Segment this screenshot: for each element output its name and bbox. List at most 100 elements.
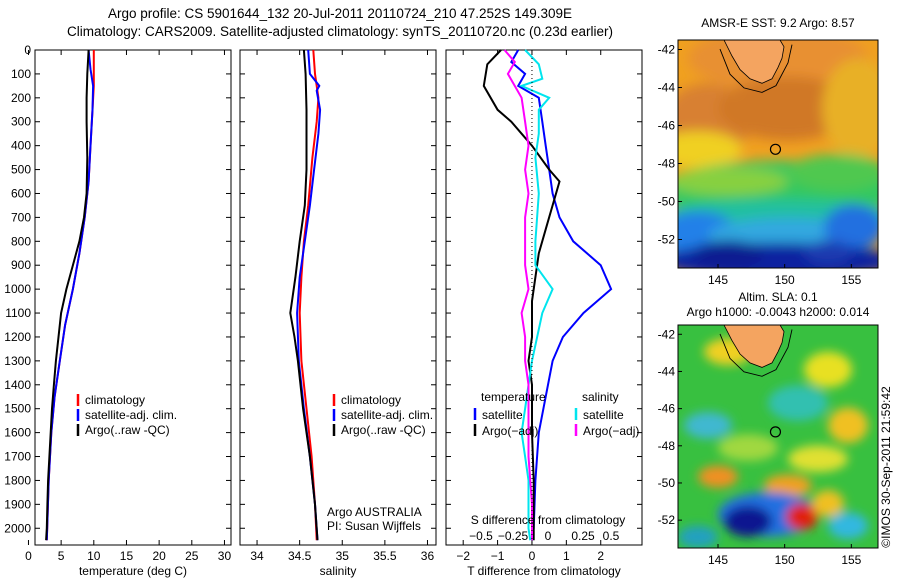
color-patch xyxy=(804,351,852,388)
legend-entry: satellite xyxy=(482,408,523,422)
map-title-sla-2: Argo h1000: -0.0043 h2000: 0.014 xyxy=(687,305,870,319)
x-tick-label: 15 xyxy=(120,549,134,563)
x-tick-label: 0 xyxy=(529,549,536,563)
color-patch xyxy=(768,385,828,421)
y-tick-label: -52 xyxy=(658,513,676,527)
panel-annotation: Argo AUSTRALIA xyxy=(327,505,422,519)
legend-heading: temperature xyxy=(481,390,546,404)
map-blobs xyxy=(678,338,868,548)
x-tick-label: 150 xyxy=(775,553,795,567)
y-tick-label: 1500 xyxy=(4,402,31,416)
x-tick-label: 25 xyxy=(185,549,199,563)
y-tick-label: -50 xyxy=(658,476,676,490)
legend-entry: Argo(−adj) xyxy=(482,424,538,438)
color-patch xyxy=(678,131,742,168)
color-patch xyxy=(828,407,868,444)
x-tick-label: 5 xyxy=(58,549,65,563)
land-tasmania xyxy=(723,40,785,84)
series-line xyxy=(510,49,613,541)
map-field xyxy=(678,40,878,268)
x-tick-label: 145 xyxy=(708,553,728,567)
color-patch xyxy=(788,445,848,473)
y-tick-label: -44 xyxy=(658,81,676,95)
x-tick-label: 0 xyxy=(25,549,32,563)
map-frame xyxy=(677,39,879,269)
x-tick-label: 34.5 xyxy=(288,549,312,563)
legend-entry: climatology xyxy=(341,393,401,407)
panel-annotation: PI: Susan Wijffels xyxy=(327,519,421,533)
y-tick-label: 1200 xyxy=(4,330,31,344)
depth-contour xyxy=(719,329,793,377)
y-tick-label: 2000 xyxy=(4,521,31,535)
map-sst_map: -42 -44 -46 -48 -50 -52 145 150 155 xyxy=(658,39,879,287)
x-tick-label: 34 xyxy=(250,549,264,563)
secondary-tick-label: 0.25 xyxy=(571,529,595,543)
legend-heading: salinity xyxy=(582,390,619,404)
legend-entry: satellite-adj. clim. xyxy=(85,408,177,422)
y-tick-label: -44 xyxy=(658,364,676,378)
y-tick-label: 1700 xyxy=(4,450,31,464)
y-tick-label: 400 xyxy=(11,139,31,153)
profile-panel-difference: −2 −1 0 1 2T difference from climatology xyxy=(445,49,643,578)
y-tick-label: -46 xyxy=(658,119,676,133)
y-tick-label: 1400 xyxy=(4,378,31,392)
y-tick-label: 500 xyxy=(11,163,31,177)
x-tick-label: 155 xyxy=(841,553,861,567)
color-patch xyxy=(718,434,778,462)
y-tick-label: 1300 xyxy=(4,354,31,368)
color-patch xyxy=(828,512,868,540)
x-tick-label: −2 xyxy=(456,549,470,563)
color-patch xyxy=(804,240,852,264)
y-tick-label: 1000 xyxy=(4,282,31,296)
y-tick-label: 200 xyxy=(11,91,31,105)
y-tick-label: -48 xyxy=(658,439,676,453)
x-axis-label: temperature (deg C) xyxy=(79,564,187,578)
secondary-tick-label: −0.5 xyxy=(469,529,493,543)
color-patch xyxy=(812,490,844,517)
x-tick-label: 36 xyxy=(421,549,435,563)
y-tick-label: 1900 xyxy=(4,497,31,511)
legend-entry: Argo(..raw -QC) xyxy=(85,423,170,437)
y-tick-label: -48 xyxy=(658,157,676,171)
color-patch xyxy=(786,503,818,531)
series-line xyxy=(518,49,554,541)
secondary-tick-label: −0.25 xyxy=(498,529,529,543)
y-tick-label: 800 xyxy=(11,234,31,248)
y-tick-label: -46 xyxy=(658,402,676,416)
legend-entry: Argo(−adj) xyxy=(583,424,639,438)
y-tick-label: -52 xyxy=(658,233,676,247)
series-line xyxy=(503,49,533,541)
x-axis-label: salinity xyxy=(320,564,357,578)
argo-position-marker xyxy=(769,426,782,438)
land-tasmania xyxy=(723,325,785,368)
legend-entry: climatology xyxy=(85,393,145,407)
x-tick-label: 2 xyxy=(597,549,604,563)
figure-title-line2: Climatology: CARS2009. Satellite-adjuste… xyxy=(66,24,614,39)
y-tick-label: -50 xyxy=(658,195,676,209)
x-tick-label: 35.5 xyxy=(373,549,397,563)
x-tick-label: 30 xyxy=(218,549,232,563)
x-tick-label: 20 xyxy=(152,549,166,563)
legend-entry: Argo(..raw -QC) xyxy=(341,423,426,437)
legend-entry: satellite xyxy=(583,408,624,422)
x-tick-label: 150 xyxy=(775,273,795,287)
argo-position-marker xyxy=(769,143,782,155)
series-line xyxy=(289,49,319,541)
y-tick-label: 700 xyxy=(11,210,31,224)
x-tick-label: 10 xyxy=(87,549,101,563)
panel-frame xyxy=(445,49,643,546)
y-tick-label: 1100 xyxy=(5,306,31,320)
map-sla_map: -42 -44 -46 -48 -50 -52 145 150 155 xyxy=(658,324,879,567)
color-patch xyxy=(724,505,772,537)
profile-panel-salinity: 34 34.5 35 35.5 36 salinity xyxy=(239,49,437,578)
color-patch xyxy=(788,154,878,191)
color-patch xyxy=(822,58,878,159)
y-tick-label: 0 xyxy=(24,43,31,57)
color-patch xyxy=(764,474,812,497)
color-patch xyxy=(824,204,878,250)
color-patch xyxy=(678,167,788,196)
panel-frame xyxy=(239,49,437,546)
y-tick-label: -42 xyxy=(658,327,676,341)
y-tick-label: 1800 xyxy=(4,473,31,487)
secondary-axis-label: S difference from climatology xyxy=(471,513,626,527)
